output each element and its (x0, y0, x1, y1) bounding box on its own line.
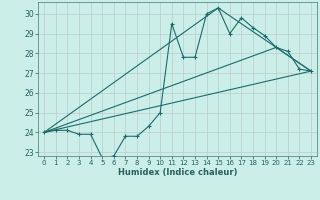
X-axis label: Humidex (Indice chaleur): Humidex (Indice chaleur) (118, 168, 237, 177)
